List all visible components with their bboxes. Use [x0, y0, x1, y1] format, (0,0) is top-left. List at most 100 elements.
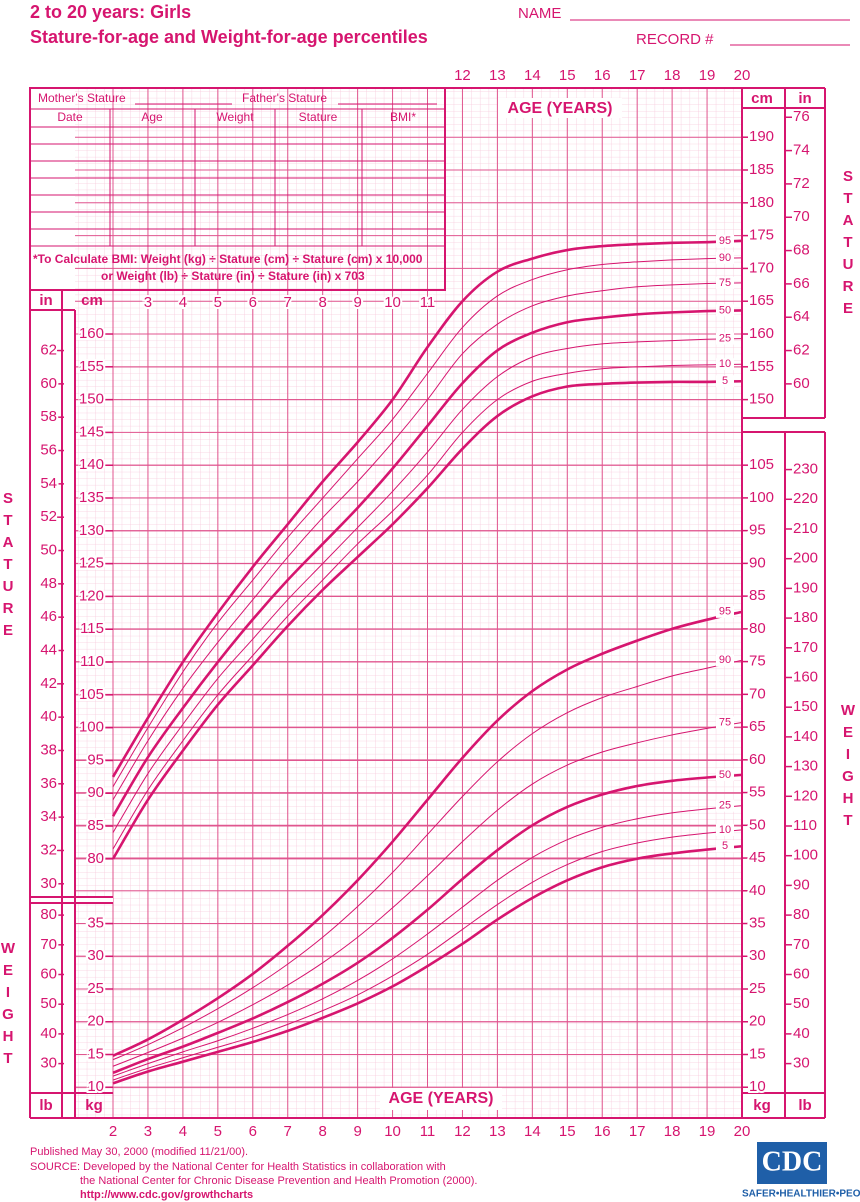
y-tick-label: 50 [40, 541, 57, 558]
y-tick-label: 150 [749, 391, 774, 408]
label-bg [716, 605, 734, 618]
y-tick-label: 145 [79, 423, 104, 440]
label-bg [716, 716, 734, 729]
y-tick-label: 80 [87, 850, 104, 867]
y-tick-label: 15 [87, 1045, 104, 1062]
y-tick-label: 80 [793, 906, 810, 923]
y-tick-label: 85 [749, 587, 766, 604]
x-tick-label: 13 [489, 67, 506, 84]
y-tick-label: 95 [749, 522, 766, 539]
logo: CDC [762, 1146, 823, 1177]
percentile-curve [111, 239, 743, 778]
grid [75, 88, 743, 1118]
y-tick-label: 185 [749, 161, 774, 178]
x-tick-label: 8 [318, 294, 326, 311]
bmi-note: *To Calculate BMI: Weight (kg) ÷ Stature… [33, 252, 423, 266]
y-tick-label: 60 [793, 965, 810, 982]
minor-grid-area [75, 88, 742, 1118]
series-label: 75 [719, 277, 731, 289]
y-tick-label: 230 [793, 461, 818, 478]
y-tick-label: 25 [87, 980, 104, 997]
y-tick-label: 80 [40, 906, 57, 923]
label-bg [716, 251, 734, 264]
y-axis-title: STATURE [0, 490, 17, 644]
x-tick-label: 18 [664, 67, 681, 84]
y-tick-label: 42 [40, 675, 57, 692]
y-tick-label: 100 [749, 489, 774, 506]
y-tick-label: 160 [79, 325, 104, 342]
y-tick-label: 56 [40, 442, 57, 459]
x-tick-label: 7 [284, 294, 292, 311]
series-label: 10 [719, 358, 731, 370]
label-bg [716, 840, 734, 853]
y-tick-label: 20 [87, 1013, 104, 1030]
y-tick-label: 160 [793, 668, 818, 685]
x-tick-label: 12 [454, 67, 471, 84]
y-tick-label: 60 [40, 375, 57, 392]
subtitle: Stature-for-age and Weight-for-age perce… [30, 27, 428, 47]
series-label: 90 [719, 654, 731, 666]
percentile-curve [112, 829, 743, 1081]
percentile-curve [112, 659, 743, 1061]
y-tick-label: 105 [749, 456, 774, 473]
y-tick-label: 64 [793, 308, 810, 325]
y-tick-label: 60 [793, 375, 810, 392]
x-tick-label: 8 [318, 1123, 326, 1140]
label-bg [716, 375, 734, 388]
series-label: 75 [719, 716, 731, 728]
x-tick-label: 5 [214, 1123, 222, 1140]
y-tick-label: 155 [749, 358, 774, 375]
y-tick-label: 80 [749, 620, 766, 637]
y-tick-label: 140 [793, 728, 818, 745]
y-tick-label: 220 [793, 490, 818, 507]
y-tick-label: 170 [793, 639, 818, 656]
unit-label: kg [753, 1097, 771, 1114]
logo-box [757, 1142, 827, 1184]
percentile-curve [111, 379, 743, 860]
record-form: Mother's Stature Father's Stature Date A… [29, 87, 446, 291]
y-tick-label: 90 [749, 554, 766, 571]
percentile-curve [112, 282, 743, 801]
label-bg [716, 823, 734, 836]
label-bg [716, 234, 734, 247]
age-title-bg [380, 1088, 502, 1110]
column-header: BMI* [390, 110, 416, 124]
y-tick-label: 125 [79, 555, 104, 572]
source: SOURCE: Developed by the National Center… [30, 1161, 446, 1173]
y-tick-label: 100 [793, 847, 818, 864]
percentile-curve [112, 805, 743, 1077]
y-tick-label: 68 [793, 242, 810, 259]
unit-label: lb [798, 1097, 811, 1114]
series-label: 5 [722, 375, 728, 387]
y-tick-label: 130 [793, 758, 818, 775]
y-tick-label: 32 [40, 841, 57, 858]
y-tick-label: 75 [749, 653, 766, 670]
x-tick-label: 11 [420, 1123, 436, 1140]
series-label: 90 [719, 252, 731, 264]
y-tick-label: 20 [749, 1013, 766, 1030]
y-tick-label: 170 [749, 259, 774, 276]
y-tick-label: 44 [40, 641, 57, 658]
label-bg [716, 332, 734, 345]
y-tick-label: 120 [793, 787, 818, 804]
column-header: Age [141, 110, 163, 124]
y-tick-label: 40 [793, 1025, 810, 1042]
y-tick-label: 180 [793, 609, 818, 626]
x-tick-label: 15 [559, 1123, 576, 1140]
y-tick-label: 70 [749, 685, 766, 702]
father-label: Father's Stature [242, 91, 327, 105]
url: http://www.cdc.gov/growthcharts [80, 1189, 253, 1201]
series-label: 25 [719, 333, 731, 345]
y-tick-label: 150 [79, 391, 104, 408]
x-tick-label: 7 [284, 1123, 292, 1140]
x-tick-label: 6 [249, 1123, 257, 1140]
y-tick-label: 175 [749, 227, 774, 244]
column-header: Date [57, 110, 83, 124]
y-tick-label: 38 [40, 741, 57, 758]
x-tick-label: 20 [734, 1123, 751, 1140]
y-tick-label: 190 [749, 128, 774, 145]
y-tick-label: 70 [793, 936, 810, 953]
y-tick-label: 30 [793, 1055, 810, 1072]
y-tick-label: 58 [40, 408, 57, 425]
y-tick-label: 210 [793, 520, 818, 537]
